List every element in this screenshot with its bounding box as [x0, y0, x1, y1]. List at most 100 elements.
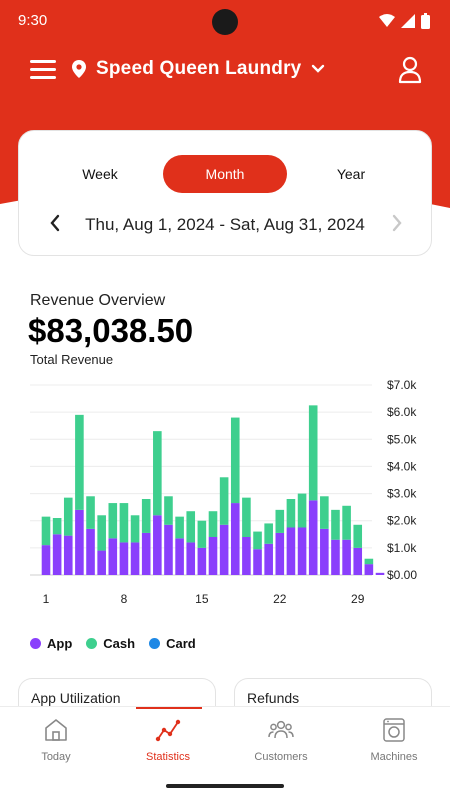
bar-cash-day-30[interactable] — [364, 558, 374, 565]
bar-app-day-31[interactable] — [375, 572, 385, 575]
x-tick-label: 8 — [121, 592, 128, 606]
bar-app-day-30[interactable] — [364, 564, 374, 575]
bar-app-day-3[interactable] — [63, 535, 73, 575]
nav-today[interactable]: Today — [0, 707, 112, 777]
bar-app-day-9[interactable] — [130, 542, 140, 575]
bar-cash-day-13[interactable] — [175, 516, 184, 539]
tab-year[interactable]: Year — [336, 166, 366, 182]
bar-app-day-14[interactable] — [186, 542, 196, 575]
profile-icon[interactable] — [398, 56, 422, 84]
bar-app-day-16[interactable] — [208, 537, 218, 575]
bar-cash-day-5[interactable] — [86, 496, 95, 529]
bar-app-day-28[interactable] — [342, 539, 351, 575]
bar-cash-day-16[interactable] — [208, 511, 218, 537]
y-tick-label: $6.0k — [387, 405, 417, 419]
bar-cash-day-27[interactable] — [331, 509, 340, 540]
bar-app-day-22[interactable] — [275, 532, 285, 575]
legend-label: App — [47, 636, 73, 651]
nav-machines[interactable]: Machines — [338, 707, 450, 777]
bar-cash-day-24[interactable] — [297, 493, 307, 528]
bar-app-day-17[interactable] — [219, 524, 229, 575]
bar-cash-day-23[interactable] — [286, 499, 296, 528]
y-tick-label: $3.0k — [387, 487, 417, 501]
bar-cash-day-7[interactable] — [108, 503, 118, 539]
bar-app-day-6[interactable] — [97, 550, 106, 575]
bar-cash-day-26[interactable] — [320, 496, 329, 529]
nav-statistics-label: Statistics — [145, 751, 190, 763]
camera-cutout — [212, 9, 238, 35]
bar-cash-day-8[interactable] — [119, 503, 129, 543]
chart-legend: App Cash Card — [30, 636, 196, 651]
bar-app-day-20[interactable] — [253, 549, 262, 575]
bar-app-day-29[interactable] — [353, 547, 363, 575]
bar-app-day-11[interactable] — [153, 515, 162, 575]
bar-cash-day-21[interactable] — [264, 523, 273, 544]
bar-app-day-19[interactable] — [242, 537, 251, 575]
bar-app-day-7[interactable] — [108, 538, 118, 575]
legend-swatch — [149, 638, 161, 649]
bar-app-day-13[interactable] — [175, 538, 184, 575]
y-tick-label: $1.0k — [387, 541, 417, 555]
tab-week[interactable]: Week — [82, 166, 118, 182]
x-tick-label: 1 — [43, 592, 50, 606]
bar-cash-day-6[interactable] — [97, 515, 106, 551]
bar-cash-day-25[interactable] — [308, 405, 318, 501]
bar-cash-day-3[interactable] — [63, 497, 73, 536]
legend-item-cash: Cash — [86, 636, 135, 651]
bar-cash-day-28[interactable] — [342, 505, 351, 540]
bar-app-day-5[interactable] — [86, 528, 95, 575]
revenue-bar-chart: $0.00 $1.0k $2.0k $3.0k $4.0k $5.0k $6.0k $7.0k… — [30, 378, 417, 606]
bar-cash-day-14[interactable] — [186, 511, 196, 543]
bar-app-day-26[interactable] — [320, 528, 329, 575]
period-selector-card: Week Month Year Thu, Aug 1, 2024 - Sat, … — [18, 130, 432, 256]
bar-cash-day-20[interactable] — [253, 531, 262, 550]
bar-cash-day-11[interactable] — [153, 431, 162, 516]
bar-cash-day-1[interactable] — [41, 516, 51, 546]
location-name: Speed Queen Laundry — [96, 58, 302, 79]
nav-customers-label: Customers — [254, 751, 308, 763]
nav-statistics[interactable]: Statistics — [112, 707, 224, 777]
bar-cash-day-2[interactable] — [52, 518, 62, 535]
bar-cash-day-9[interactable] — [130, 515, 140, 543]
bar-app-day-23[interactable] — [286, 527, 296, 576]
bar-app-day-24[interactable] — [297, 527, 307, 576]
bar-app-day-2[interactable] — [52, 534, 62, 575]
period-tabs: Week Month Year — [19, 155, 431, 193]
bar-app-day-21[interactable] — [264, 543, 273, 575]
refunds-title: Refunds — [247, 690, 300, 706]
bar-app-day-15[interactable] — [197, 547, 207, 575]
x-tick-label: 22 — [273, 592, 287, 606]
revenue-subtitle: Total Revenue — [30, 352, 114, 367]
previous-period-icon[interactable] — [49, 214, 61, 232]
bar-cash-day-19[interactable] — [242, 497, 251, 537]
bar-cash-day-4[interactable] — [75, 414, 84, 510]
bar-cash-day-10[interactable] — [141, 499, 151, 533]
bar-cash-day-12[interactable] — [164, 496, 173, 525]
status-bar: 9:30 — [0, 0, 450, 42]
date-range-label: Thu, Aug 1, 2024 - Sat, Aug 31, 2024 — [85, 215, 365, 234]
washing-machine-icon — [383, 718, 405, 742]
bar-cash-day-15[interactable] — [197, 520, 207, 548]
legend-swatch — [86, 638, 98, 649]
bar-app-day-27[interactable] — [331, 539, 340, 575]
bar-cash-day-18[interactable] — [230, 417, 240, 504]
bar-cash-day-22[interactable] — [275, 509, 285, 533]
bar-cash-day-29[interactable] — [353, 524, 363, 548]
bar-app-day-1[interactable] — [41, 545, 51, 575]
status-time: 9:30 — [18, 12, 48, 29]
menu-icon[interactable] — [30, 60, 56, 82]
statistics-icon — [155, 719, 181, 742]
legend-swatch — [30, 638, 41, 649]
y-tick-label: $7.0k — [387, 378, 417, 392]
bar-app-day-18[interactable] — [230, 503, 240, 575]
nav-customers[interactable]: Customers — [225, 707, 337, 777]
location-selector[interactable]: Speed Queen Laundry — [72, 58, 325, 80]
bar-app-day-8[interactable] — [119, 542, 129, 575]
bar-app-day-4[interactable] — [75, 509, 84, 575]
tab-month[interactable]: Month — [163, 155, 287, 193]
bar-cash-day-17[interactable] — [219, 477, 229, 525]
bar-app-day-25[interactable] — [308, 500, 318, 575]
bar-app-day-10[interactable] — [141, 532, 151, 575]
app-header: Speed Queen Laundry — [0, 42, 450, 100]
bar-app-day-12[interactable] — [164, 524, 173, 575]
